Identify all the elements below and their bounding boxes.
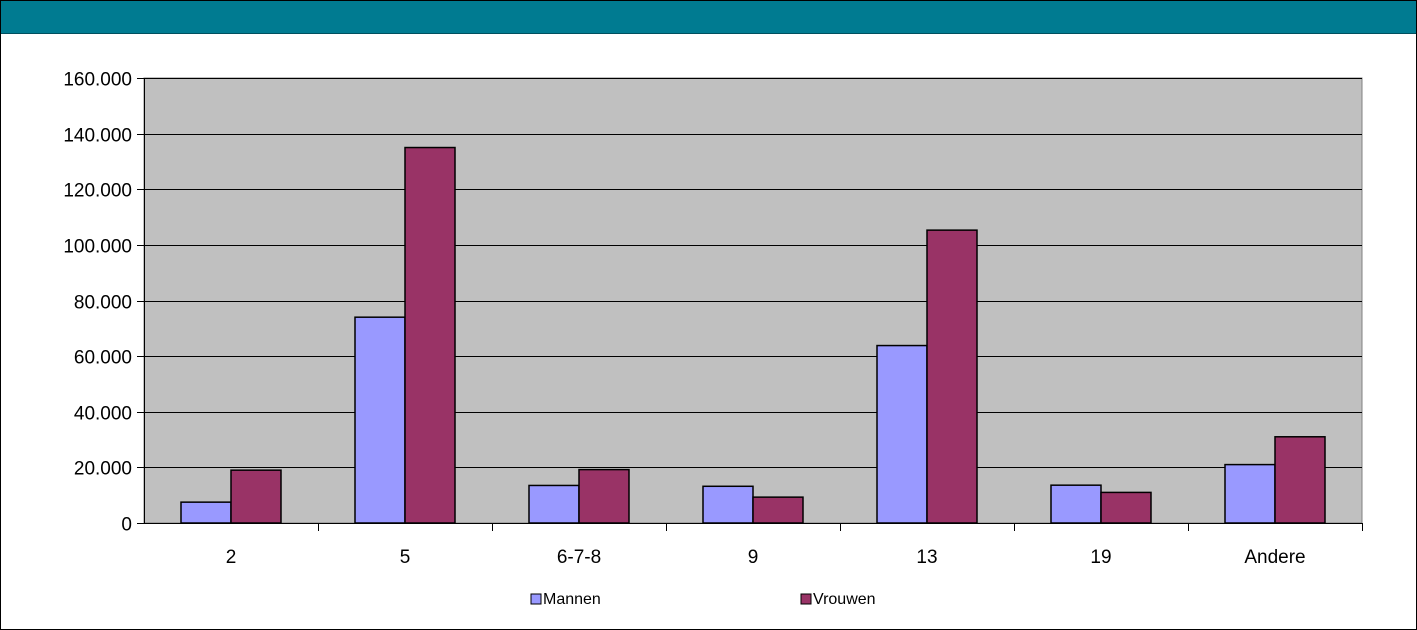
gridlines	[144, 78, 1362, 468]
x-tick-label: 5	[400, 547, 411, 568]
bar-vrouwen-5	[404, 146, 456, 524]
x-tick-label: 9	[748, 547, 759, 568]
legend-label-mannen: Mannen	[543, 591, 601, 608]
legend-swatch-mannen	[530, 593, 542, 605]
plot-background	[143, 77, 1363, 524]
bar-mannen-6-7-8	[528, 484, 580, 524]
bar-vrouwen-19	[1100, 491, 1152, 524]
x-tick-label: 19	[1090, 547, 1111, 568]
y-tick-label: 0	[121, 515, 132, 536]
chart-header-bar	[1, 1, 1416, 34]
legend: Mannen Vrouwen	[530, 591, 876, 608]
legend-swatch-vrouwen	[800, 593, 812, 605]
bar-vrouwen-andere	[1274, 436, 1326, 524]
y-tick-label: 100.000	[63, 237, 132, 258]
axes: 0 20.000 40.000 60.000 80.000 100.000 120.000 1…	[63, 70, 1363, 568]
bar-mannen-19	[1050, 484, 1102, 524]
y-tick-label: 80.000	[74, 293, 132, 314]
bar-vrouwen-9	[752, 496, 804, 524]
bar-vrouwen-13	[926, 229, 978, 524]
bar-mannen-13	[876, 344, 928, 524]
y-tick-label: 20.000	[74, 459, 132, 480]
bar-vrouwen-6-7-8	[578, 468, 630, 524]
x-tick-label: Andere	[1244, 547, 1305, 568]
y-tick-label: 140.000	[63, 126, 132, 147]
x-tick-label: 2	[226, 547, 237, 568]
y-tick-label: 120.000	[63, 181, 132, 202]
plot-area	[143, 77, 1363, 524]
x-tick-label: 6-7-8	[557, 547, 601, 568]
bar-mannen-5	[354, 316, 406, 524]
y-tick-label: 60.000	[74, 348, 132, 369]
legend-label-vrouwen: Vrouwen	[813, 591, 876, 608]
y-tick-label: 40.000	[74, 404, 132, 425]
bar-mannen-9	[702, 485, 754, 524]
bar-vrouwen-2	[230, 469, 282, 524]
x-tick-label: 13	[916, 547, 937, 568]
y-tick-label: 160.000	[63, 70, 132, 91]
bar-mannen-andere	[1224, 463, 1276, 524]
bar-mannen-2	[180, 501, 232, 524]
